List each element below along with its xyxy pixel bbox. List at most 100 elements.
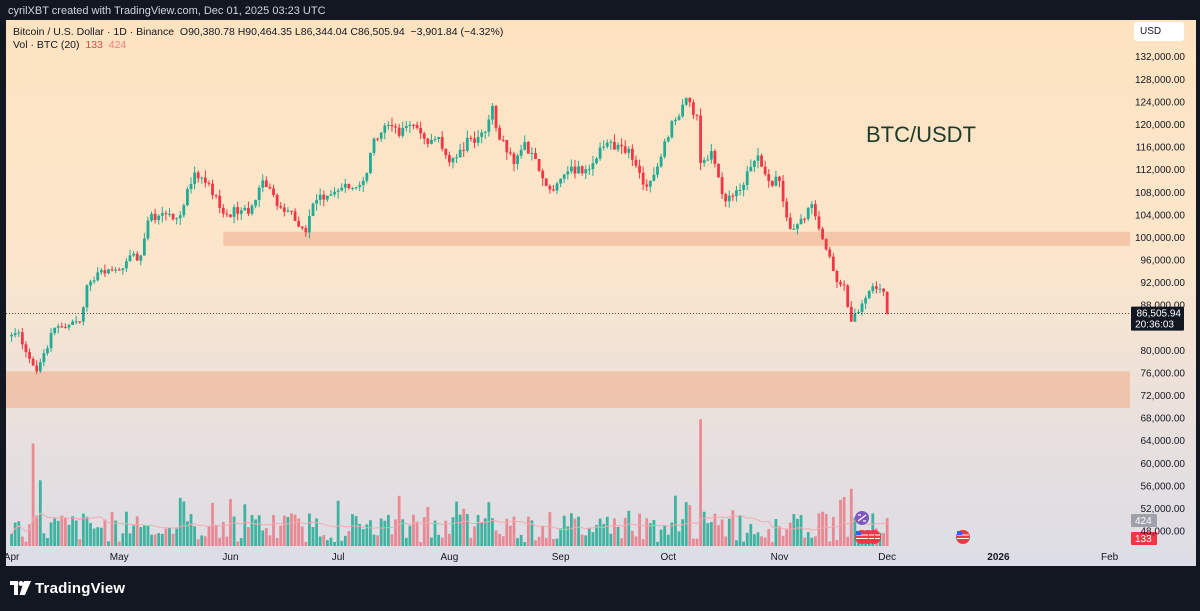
candle[interactable] [146, 220, 150, 239]
volume-bar[interactable] [447, 533, 451, 546]
candle[interactable] [67, 324, 71, 328]
candle[interactable] [480, 132, 484, 137]
candle[interactable] [803, 218, 807, 220]
candle[interactable] [878, 288, 882, 290]
candle[interactable] [236, 207, 240, 214]
candle[interactable] [674, 119, 677, 122]
volume-bar[interactable] [397, 495, 401, 546]
volume-bar[interactable] [537, 536, 541, 546]
volume-bar[interactable] [516, 538, 519, 546]
volume-bar[interactable] [146, 525, 150, 546]
volume-bar[interactable] [512, 516, 516, 546]
candle[interactable] [132, 253, 135, 256]
candle[interactable] [713, 151, 717, 164]
candle[interactable] [117, 269, 121, 271]
volume-bar[interactable] [451, 517, 455, 546]
volume-bar[interactable] [717, 525, 720, 546]
volume-bar[interactable] [290, 513, 293, 546]
volume-bar[interactable] [846, 536, 850, 546]
candle[interactable] [663, 141, 667, 157]
candle[interactable] [623, 146, 627, 153]
candle[interactable] [555, 183, 559, 191]
volume-bar[interactable] [358, 523, 362, 546]
volume-bar[interactable] [282, 515, 286, 546]
candle[interactable] [849, 306, 853, 322]
candle[interactable] [630, 148, 634, 160]
volume-bar[interactable] [17, 521, 21, 546]
candle[interactable] [853, 313, 857, 322]
volume-bar[interactable] [735, 540, 738, 546]
candle[interactable] [864, 298, 868, 304]
candle[interactable] [247, 207, 250, 214]
candle[interactable] [501, 139, 505, 141]
volume-bar[interactable] [49, 522, 53, 546]
volume-bar[interactable] [78, 539, 82, 546]
candle[interactable] [519, 149, 523, 156]
candle[interactable] [548, 186, 552, 190]
candle[interactable] [261, 180, 265, 188]
candle[interactable] [745, 171, 749, 185]
candle[interactable] [142, 238, 146, 256]
volume-bar[interactable] [99, 527, 103, 546]
candle[interactable] [175, 218, 179, 220]
candle[interactable] [53, 327, 57, 334]
volume-bar[interactable] [13, 522, 17, 546]
candle[interactable] [24, 344, 28, 353]
volume-bar[interactable] [117, 541, 121, 546]
candle[interactable] [275, 195, 279, 207]
candle[interactable] [178, 215, 182, 219]
candle[interactable] [770, 180, 774, 186]
candle[interactable] [264, 180, 268, 187]
candle[interactable] [699, 115, 702, 163]
candle[interactable] [440, 136, 444, 149]
candle[interactable] [444, 148, 448, 156]
volume-bar[interactable] [426, 506, 430, 546]
candle[interactable] [857, 311, 860, 314]
candle[interactable] [46, 348, 49, 354]
volume-bar[interactable] [577, 516, 580, 546]
candle[interactable] [605, 142, 609, 147]
candle[interactable] [28, 352, 31, 359]
candle[interactable] [638, 165, 641, 173]
volume-bar[interactable] [10, 533, 13, 546]
candle[interactable] [311, 203, 315, 217]
volume-bar[interactable] [831, 517, 835, 546]
volume-bar[interactable] [842, 496, 846, 546]
volume-bar[interactable] [620, 538, 624, 546]
candle[interactable] [121, 268, 125, 270]
volume-bar[interactable] [580, 534, 584, 546]
volume-bar[interactable] [186, 521, 189, 546]
volume-bar[interactable] [799, 515, 803, 546]
candle[interactable] [268, 186, 272, 189]
candle[interactable] [447, 155, 451, 163]
candle[interactable] [56, 326, 60, 328]
volume-bar[interactable] [189, 513, 193, 546]
volume-bar[interactable] [46, 538, 49, 546]
volume-bar[interactable] [225, 536, 229, 546]
candle[interactable] [42, 353, 46, 363]
volume-bar[interactable] [681, 519, 685, 546]
volume-bar[interactable] [523, 542, 527, 546]
candle[interactable] [584, 169, 588, 174]
volume-bar[interactable] [175, 527, 179, 546]
volume-bar[interactable] [35, 515, 39, 546]
volume-bar[interactable] [562, 515, 566, 546]
candle[interactable] [103, 270, 107, 274]
candle[interactable] [308, 216, 311, 233]
volume-bar[interactable] [763, 537, 767, 546]
candle[interactable] [412, 124, 415, 126]
candle[interactable] [738, 190, 742, 192]
candle[interactable] [297, 221, 301, 227]
volume-bar[interactable] [340, 540, 344, 546]
candle[interactable] [681, 104, 685, 117]
volume-bar[interactable] [645, 518, 649, 546]
volume-bar[interactable] [71, 516, 74, 546]
volume-bar[interactable] [455, 501, 458, 546]
candle[interactable] [516, 155, 519, 165]
candle[interactable] [602, 146, 606, 148]
volume-bar[interactable] [552, 539, 555, 546]
candle[interactable] [706, 159, 710, 161]
candle[interactable] [89, 281, 92, 286]
candle[interactable] [437, 136, 441, 140]
volume-bar[interactable] [591, 532, 595, 546]
